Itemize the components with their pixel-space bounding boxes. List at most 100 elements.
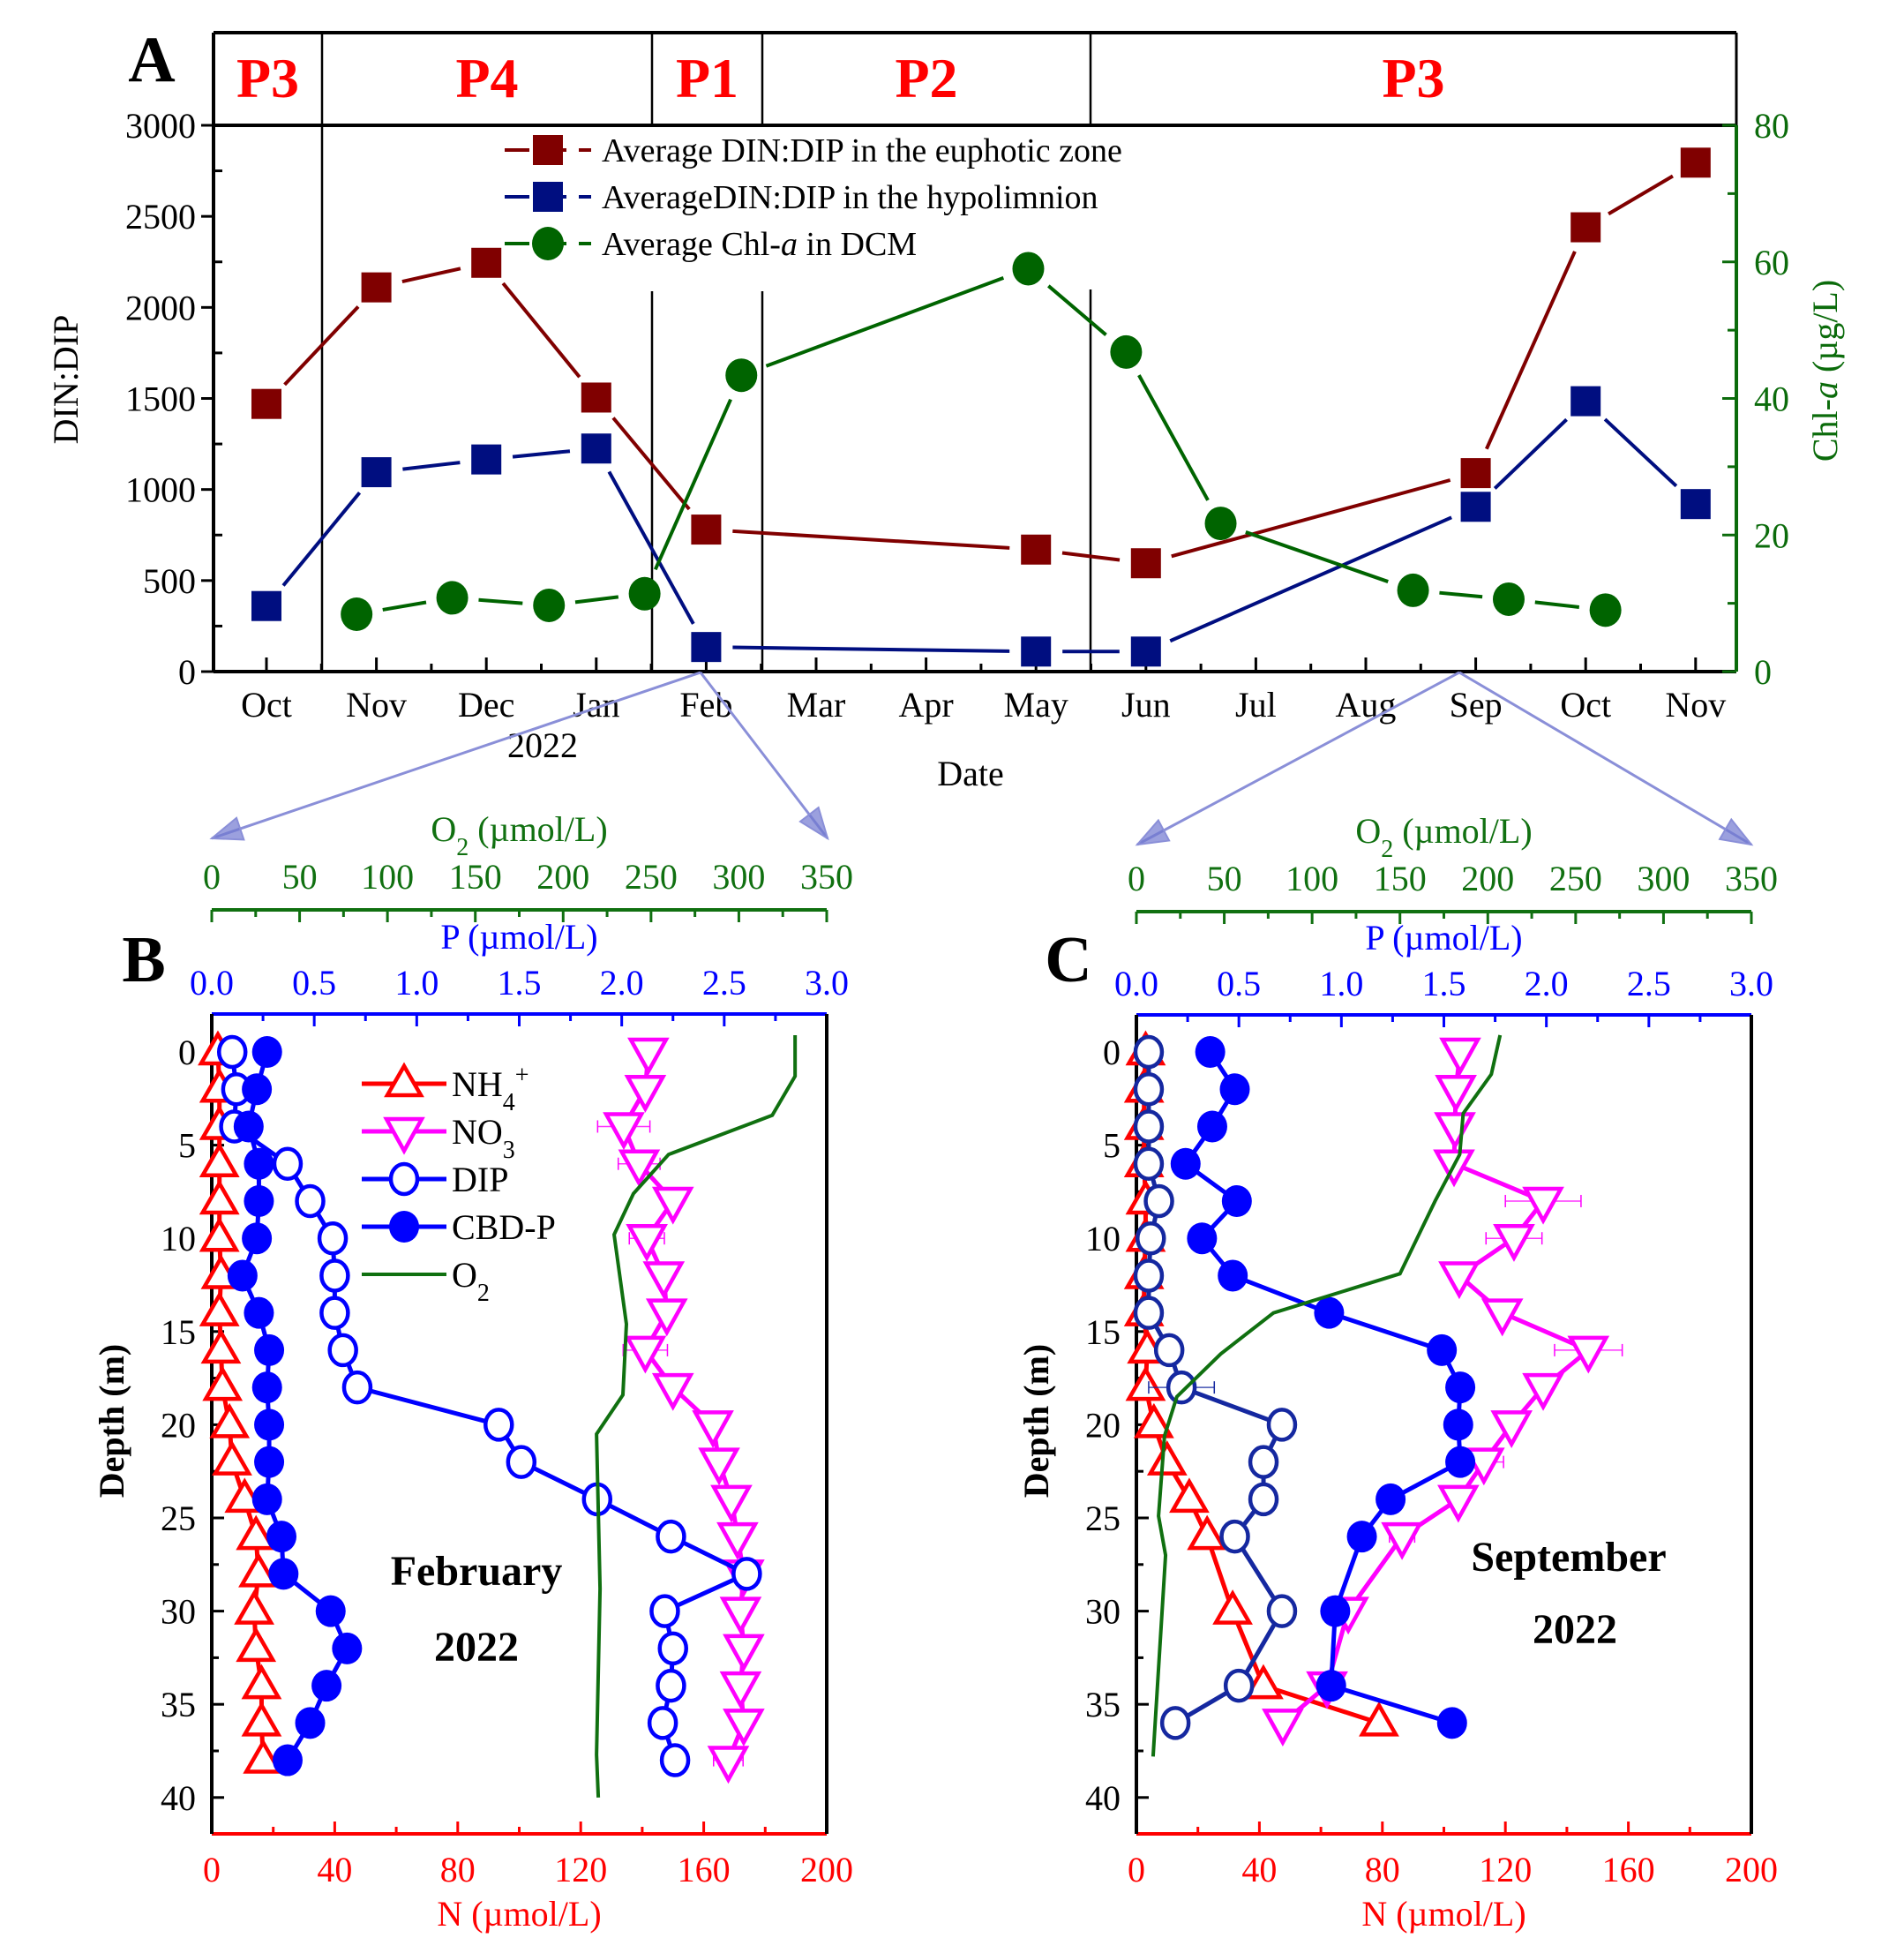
- text-span: 2: [1381, 836, 1393, 863]
- text-span: 2: [477, 1280, 490, 1307]
- text-span: O: [452, 1255, 477, 1295]
- o2-profile-line: [1151, 1034, 1503, 1757]
- n-tick-label: 160: [678, 1850, 731, 1889]
- legend: Average DIN:DIP in the euphotic zone Aver…: [505, 132, 1122, 263]
- data-point-circle: [1492, 582, 1525, 616]
- series-segment: [1047, 284, 1107, 336]
- x-tick-label: Mar: [787, 685, 846, 725]
- data-point-triangle-down: [1490, 1410, 1533, 1449]
- n-axis-title: N (µmol/L): [1361, 1894, 1525, 1934]
- legend-label: CBD-P: [452, 1207, 556, 1247]
- data-point-circle-filled: [1314, 1296, 1345, 1329]
- data-point-triangle-down: [651, 1372, 694, 1411]
- legend-label: AverageDIN:DIP in the hypolimnion: [602, 179, 1098, 216]
- data-point-triangle-down: [1462, 1447, 1505, 1486]
- depth-tick-label: 35: [161, 1685, 196, 1724]
- series-segment: [281, 491, 362, 587]
- legend-marker-circle: [532, 227, 564, 260]
- data-point-square: [1460, 492, 1491, 522]
- series-segment: [1169, 515, 1452, 643]
- data-point-circle: [1204, 507, 1237, 541]
- x-tick-label: Oct: [1560, 685, 1611, 725]
- series-o2: [595, 1034, 798, 1798]
- depth-tick-label: 25: [161, 1499, 196, 1538]
- series-segment: [1061, 551, 1121, 562]
- p-tick-label: 0.0: [190, 963, 234, 1003]
- data-point-square: [1021, 534, 1052, 565]
- o2-tick-label: 250: [1549, 859, 1602, 898]
- data-point-circle-filled: [1316, 1670, 1346, 1702]
- depth-tick-label: 25: [1085, 1499, 1121, 1538]
- y-tick-label: 2000: [125, 288, 196, 327]
- data-point-circle-open: [1133, 1071, 1165, 1107]
- data-point-triangle-down: [1522, 1372, 1564, 1411]
- data-point-circle-filled: [1443, 1408, 1473, 1441]
- panel-caption-month: September: [1471, 1534, 1666, 1581]
- data-point-circle-open: [1219, 1519, 1250, 1554]
- x-tick-label: Oct: [241, 685, 292, 725]
- y2-tick-label: 40: [1754, 379, 1789, 419]
- legend-label: NO3: [452, 1112, 515, 1164]
- data-point-circle-filled: [1218, 1259, 1248, 1292]
- data-point-triangle-up: [1187, 1514, 1228, 1551]
- data-point-square: [691, 632, 722, 663]
- data-point-circle-filled: [242, 1073, 273, 1106]
- data-point-square: [1460, 458, 1491, 489]
- depth-axis-title: Depth (m): [1016, 1344, 1056, 1498]
- n-tick-label: 80: [1365, 1850, 1400, 1889]
- y2-tick-label: 60: [1754, 243, 1789, 282]
- series-nh4: [198, 1030, 284, 1774]
- series-segment: [401, 267, 461, 284]
- data-point-circle-open: [1159, 1706, 1191, 1740]
- data-point-triangle-down: [1435, 1074, 1477, 1113]
- period-label-p3: P3: [236, 47, 299, 109]
- y2-tick-label: 0: [1754, 652, 1772, 692]
- depth-tick-label: 10: [161, 1219, 196, 1258]
- data-point-circle-open: [1266, 1594, 1298, 1628]
- o2-tick-label: 350: [800, 857, 853, 897]
- data-point-triangle-down: [1567, 1335, 1610, 1374]
- data-point-triangle-up: [234, 1589, 274, 1625]
- text-span: DIP: [452, 1160, 508, 1199]
- x-tick-label: Dec: [458, 685, 514, 725]
- data-point-triangle-up: [238, 1551, 279, 1588]
- data-point-circle-open: [659, 1743, 691, 1777]
- data-point-triangle-down: [1437, 1484, 1480, 1523]
- legend-marker-circle-filled: [389, 1211, 419, 1243]
- data-point-circle-filled: [1376, 1483, 1406, 1515]
- data-point-circle-filled: [1170, 1147, 1201, 1180]
- n-tick-label: 120: [1479, 1850, 1532, 1889]
- series-segment: [1137, 374, 1210, 501]
- y2-axis-title: Chl-a (µg/L): [1805, 280, 1845, 462]
- data-point-square: [361, 457, 392, 488]
- series-euphotic: [251, 147, 1711, 579]
- data-point-triangle-up: [1146, 1440, 1188, 1476]
- panel-label-a: A: [128, 24, 175, 96]
- p-tick-label: 2.0: [600, 963, 644, 1003]
- data-point-triangle-down: [710, 1484, 753, 1523]
- series-cbdp: [227, 1036, 363, 1776]
- legend-marker-square: [533, 135, 563, 165]
- data-point-square: [471, 247, 502, 278]
- text-span: (µmol/L): [1393, 811, 1532, 851]
- data-point-circle-open: [647, 1706, 678, 1740]
- data-point-triangle-down: [624, 1335, 667, 1374]
- x-tick-label: Nov: [346, 685, 407, 725]
- o2-tick-label: 100: [361, 857, 414, 897]
- text-span: Chl-: [1805, 399, 1845, 462]
- legend-marker-square: [533, 182, 563, 212]
- data-point-circle: [341, 597, 373, 632]
- p-axis-title: P (µmol/L): [1365, 918, 1522, 958]
- o2-tick-label: 0: [203, 857, 221, 897]
- y2-tick-label: 20: [1754, 515, 1789, 555]
- depth-tick-label: 5: [178, 1126, 196, 1166]
- data-point-circle-filled: [315, 1595, 346, 1627]
- data-point-circle-open: [295, 1183, 326, 1219]
- series-no3: [596, 1037, 765, 1784]
- zoom-link-line: [211, 671, 701, 840]
- o2-tick-label: 300: [712, 857, 765, 897]
- data-point-circle-open: [1133, 1296, 1165, 1330]
- depth-tick-label: 20: [161, 1405, 196, 1445]
